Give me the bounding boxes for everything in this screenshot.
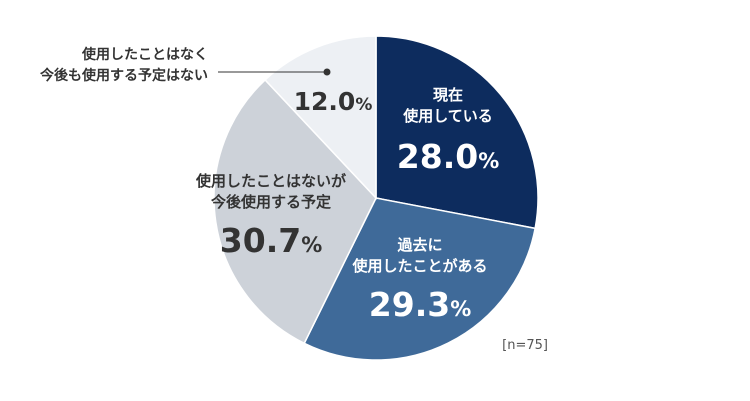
pie-slice-no-plan bbox=[264, 35, 377, 200]
slice-value-unit: % bbox=[450, 297, 471, 321]
pie-slice-currently-using bbox=[375, 35, 539, 230]
slice-value-number: 30.7 bbox=[220, 221, 301, 260]
slice-value-number: 12.0 bbox=[294, 87, 356, 116]
sample-size-note: [n=75] bbox=[502, 338, 548, 353]
callout-dot bbox=[323, 68, 331, 76]
pie-slices bbox=[213, 35, 539, 361]
slice-label-currently-using-line-2: 使用している bbox=[402, 107, 493, 125]
callout: 使用したことはなく 今後も使用する予定はない bbox=[39, 46, 331, 84]
pie-slice-plan-to-use bbox=[213, 78, 377, 345]
slice-label-used-in-past-line-1: 過去に bbox=[396, 236, 442, 254]
callout-label-line-2: 今後も使用する予定はない bbox=[39, 67, 208, 84]
slice-value-currently-using: 28.0% bbox=[397, 137, 499, 176]
slice-value-unit: % bbox=[478, 149, 499, 173]
slice-value-number: 28.0 bbox=[397, 137, 478, 176]
slice-label-plan-to-use-line-1: 使用したことはないが bbox=[195, 172, 347, 190]
slice-value-no-plan: 12.0% bbox=[294, 87, 373, 116]
slice-value-number: 29.3 bbox=[369, 285, 450, 324]
slice-value-used-in-past: 29.3% bbox=[369, 285, 471, 324]
slice-label-used-in-past-line-2: 使用したことがある bbox=[351, 257, 487, 275]
slice-value-unit: % bbox=[301, 233, 322, 257]
slice-label-plan-to-use-line-2: 今後使用する予定 bbox=[210, 193, 331, 211]
callout-label-line-1: 使用したことはなく bbox=[81, 46, 208, 63]
slice-value-plan-to-use: 30.7% bbox=[220, 221, 322, 260]
pie-slice-used-in-past bbox=[303, 197, 537, 361]
slice-value-unit: % bbox=[355, 95, 372, 115]
slice-label-currently-using-line-1: 現在 bbox=[433, 86, 463, 104]
